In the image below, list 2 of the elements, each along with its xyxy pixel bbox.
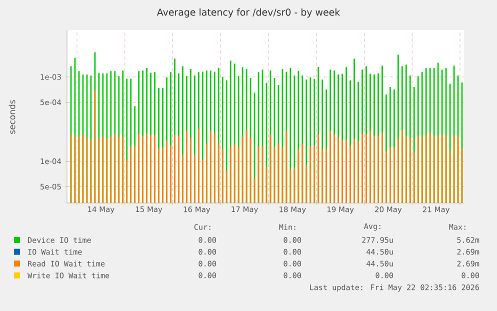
y-axis-title: seconds — [8, 100, 16, 134]
chart-title: Average latency for /dev/sr0 - by week — [156, 8, 340, 18]
